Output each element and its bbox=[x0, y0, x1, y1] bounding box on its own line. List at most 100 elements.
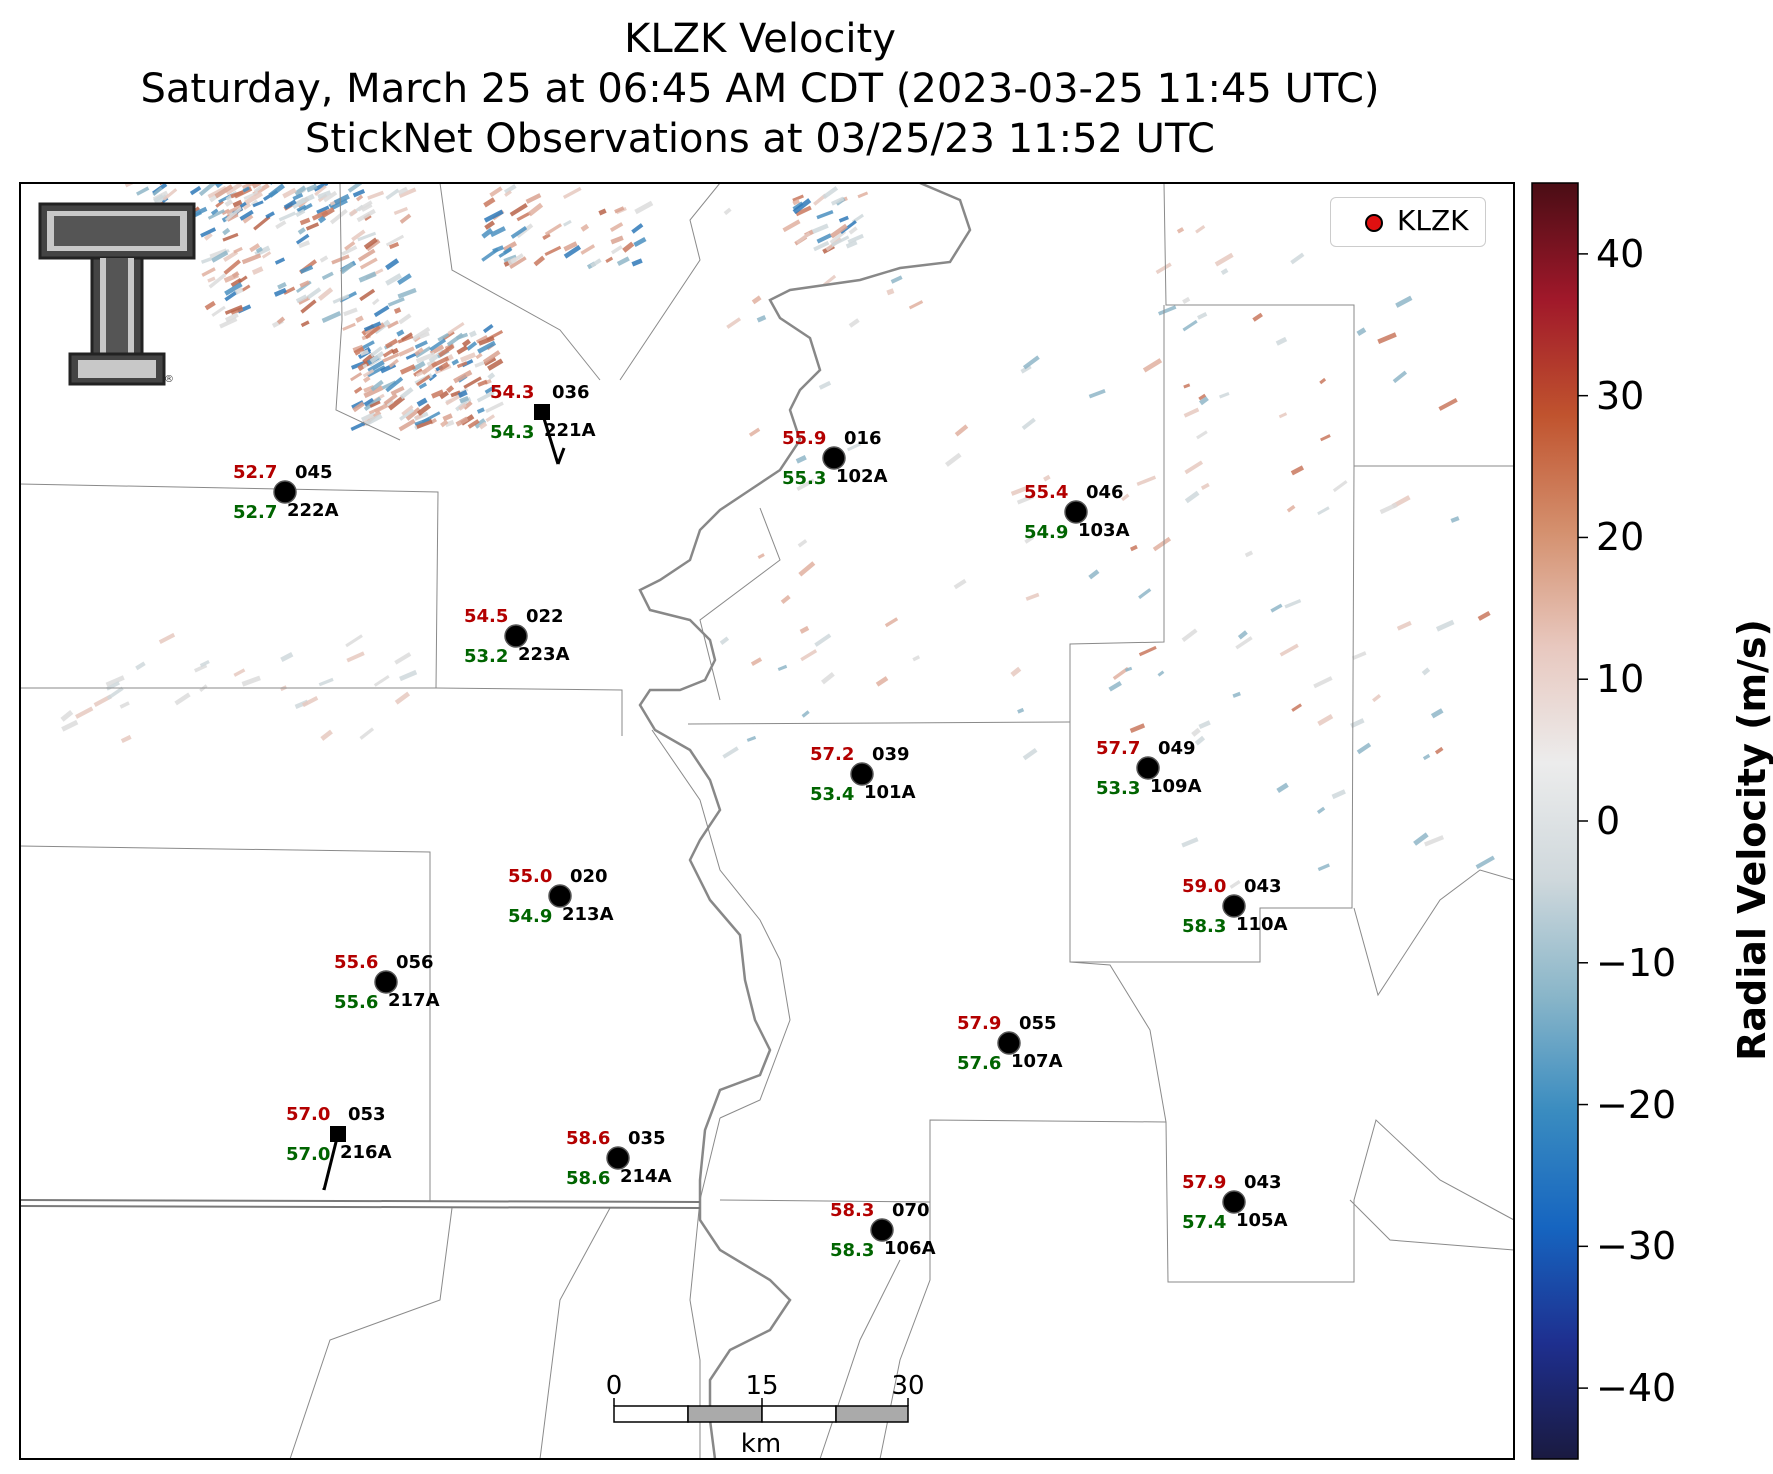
radar-gate bbox=[1319, 377, 1327, 385]
radar-gate bbox=[301, 696, 319, 708]
radar-gate bbox=[241, 284, 251, 292]
radar-gate bbox=[598, 208, 607, 216]
scale-tick-0: 0 bbox=[606, 1371, 623, 1401]
station-marker bbox=[1136, 756, 1160, 780]
radar-gate bbox=[416, 397, 428, 407]
radar-gate bbox=[398, 313, 412, 325]
station-plot-223a[interactable]: 54.5 022 53.2 223A bbox=[464, 606, 570, 667]
radar-gate bbox=[1181, 628, 1198, 642]
radar-gate bbox=[795, 205, 812, 217]
station-temperature: 58.6 bbox=[566, 1128, 610, 1149]
radar-gate bbox=[1108, 681, 1122, 692]
station-plot-110a[interactable]: 59.0 043 58.3 110A bbox=[1182, 876, 1288, 937]
station-dewpoint: 53.2 bbox=[464, 646, 508, 667]
radar-gate bbox=[243, 191, 259, 201]
radar-gate bbox=[207, 209, 225, 220]
station-plot-107a[interactable]: 57.9 055 57.6 107A bbox=[957, 1013, 1063, 1074]
radar-gate bbox=[396, 329, 405, 337]
radar-gate bbox=[1350, 718, 1365, 729]
station-plot-221a[interactable]: 54.3 036 54.3 221A bbox=[490, 382, 596, 465]
colorbar-tick-label: −20 bbox=[1596, 1082, 1677, 1127]
station-plot-101a[interactable]: 57.2 039 53.4 101A bbox=[810, 744, 916, 805]
radar-gate bbox=[1372, 694, 1382, 703]
map-area bbox=[20, 183, 1514, 1459]
radar-gate bbox=[363, 385, 375, 393]
radar-gate bbox=[357, 200, 373, 212]
radar-gate bbox=[373, 675, 390, 687]
county-line bbox=[335, 183, 401, 441]
radar-gate bbox=[349, 208, 358, 217]
radar-gate bbox=[106, 686, 124, 700]
radar-gate bbox=[1196, 430, 1208, 440]
station-wind-direction: 070 bbox=[892, 1200, 930, 1221]
radar-gate bbox=[1232, 691, 1241, 698]
radar-gate bbox=[1136, 475, 1157, 486]
radar-gate bbox=[811, 223, 829, 234]
radar-gate bbox=[580, 244, 596, 255]
radar-gate bbox=[225, 312, 239, 323]
radar-gate bbox=[510, 225, 528, 239]
county-line bbox=[651, 729, 791, 1119]
radar-gate bbox=[1024, 535, 1035, 544]
radar-gate bbox=[391, 347, 399, 355]
radar-gate bbox=[1438, 397, 1458, 411]
radar-gate bbox=[945, 452, 962, 467]
radar-gate bbox=[120, 734, 132, 744]
station-dewpoint: 54.9 bbox=[508, 906, 552, 927]
radar-gate bbox=[498, 247, 512, 258]
station-marker bbox=[997, 1031, 1021, 1055]
scale-bar: 0 15 30 km bbox=[606, 1371, 925, 1459]
radar-gate bbox=[562, 186, 582, 200]
station-plot-214a[interactable]: 58.6 035 58.6 214A bbox=[566, 1128, 672, 1189]
station-plot-105a[interactable]: 57.9 043 57.4 105A bbox=[1182, 1172, 1288, 1233]
radar-gate bbox=[299, 265, 314, 274]
station-plot-103a[interactable]: 55.4 046 54.9 103A bbox=[1024, 482, 1130, 543]
radar-gate bbox=[350, 372, 363, 382]
station-plot-213a[interactable]: 55.0 020 54.9 213A bbox=[508, 866, 614, 927]
radar-gate bbox=[363, 385, 384, 399]
station-plot-102a[interactable]: 55.9 016 55.3 102A bbox=[782, 428, 888, 489]
radar-gate bbox=[1184, 460, 1204, 475]
station-plot-222a[interactable]: 52.7 045 52.7 222A bbox=[233, 462, 339, 523]
station-marker bbox=[548, 884, 572, 908]
radar-gate bbox=[467, 419, 480, 429]
radar-gate bbox=[393, 307, 402, 314]
station-dewpoint: 55.3 bbox=[782, 468, 826, 489]
radar-gate bbox=[226, 204, 243, 215]
radar-gate bbox=[1235, 636, 1253, 650]
radar-gate bbox=[457, 389, 468, 398]
radar-gate bbox=[233, 668, 246, 677]
radar-gate bbox=[370, 346, 383, 358]
station-plot-106a[interactable]: 58.3 070 58.3 106A bbox=[830, 1200, 936, 1261]
radar-gate bbox=[439, 390, 449, 400]
radar-gate bbox=[1351, 651, 1367, 661]
radar-gate bbox=[1219, 391, 1230, 399]
station-plot-216a[interactable]: 57.0 053 57.0 216A bbox=[286, 1104, 392, 1191]
radar-velocity-returns bbox=[60, 183, 1495, 889]
station-wind-direction: 049 bbox=[1158, 738, 1196, 759]
wind-barb bbox=[322, 1133, 340, 1191]
radar-gate bbox=[1176, 227, 1185, 234]
radar-gate bbox=[224, 282, 243, 296]
radar-gate bbox=[355, 315, 364, 323]
radar-gate bbox=[1022, 355, 1040, 370]
station-id: 107A bbox=[1011, 1051, 1063, 1072]
radar-gate bbox=[204, 300, 216, 311]
station-plot-109a[interactable]: 57.7 049 53.3 109A bbox=[1096, 738, 1202, 799]
radar-gate bbox=[306, 287, 322, 300]
radar-gate bbox=[483, 197, 496, 208]
radar-gate bbox=[239, 201, 247, 209]
radar-gate bbox=[610, 235, 624, 245]
radar-gate bbox=[1270, 603, 1283, 613]
legend-radar-marker bbox=[1365, 214, 1383, 232]
radar-gate bbox=[461, 338, 471, 348]
radar-gate bbox=[158, 632, 176, 644]
station-plot-217a[interactable]: 55.6 056 55.6 217A bbox=[334, 952, 440, 1013]
radar-gate bbox=[477, 379, 488, 387]
radar-gate bbox=[405, 407, 421, 421]
radar-gate bbox=[352, 401, 365, 413]
radar-gate bbox=[198, 183, 216, 197]
radar-gate bbox=[456, 361, 468, 369]
radar-gate bbox=[153, 194, 164, 203]
